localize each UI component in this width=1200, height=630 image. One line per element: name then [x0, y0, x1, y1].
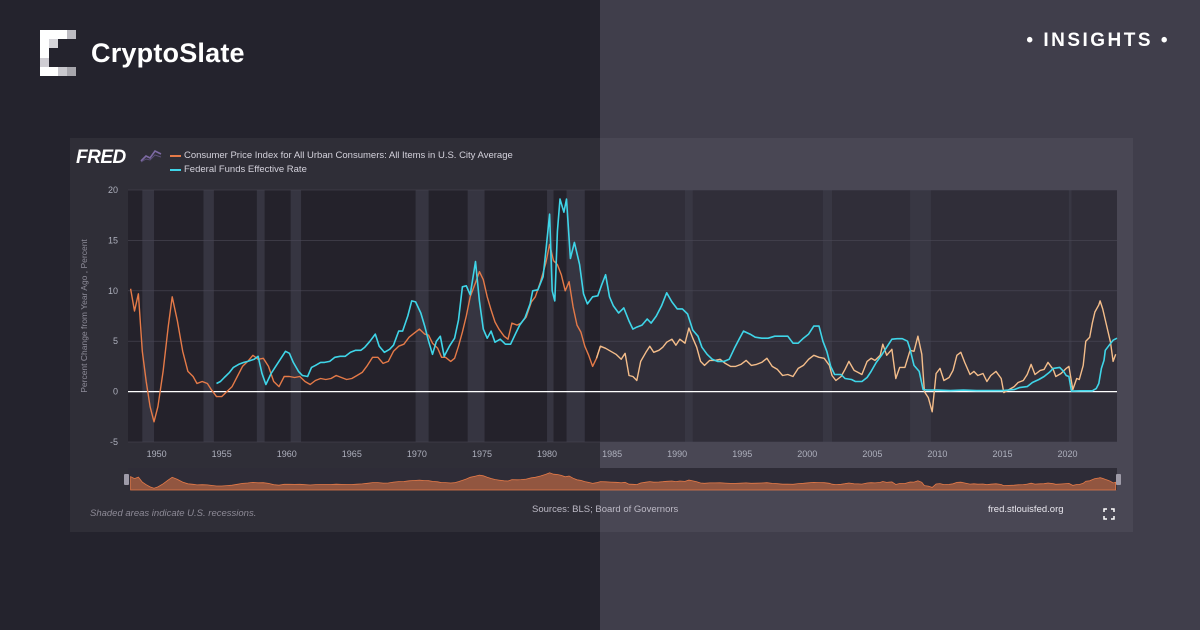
recession-band-11	[1068, 190, 1072, 442]
x-tick-label: 1960	[277, 449, 297, 459]
fullscreen-icon[interactable]	[1103, 508, 1115, 520]
recession-note: Shaded areas indicate U.S. recessions.	[90, 508, 257, 519]
y-tick-label: 15	[108, 235, 118, 245]
recession-band-10	[910, 190, 931, 442]
legend-item-fedfunds[interactable]: Federal Funds Effective Rate	[170, 163, 513, 177]
fred-chart: -5 0 5 10 15 20 1950 1955 1960 1965 1970 1975 1980 19…	[79, 185, 1121, 491]
navigator-area-cpi	[130, 472, 1117, 491]
chart-legend: Consumer Price Index for All Urban Consu…	[170, 149, 513, 177]
recession-band-5	[467, 190, 485, 442]
cryptoslate-logo-icon	[40, 30, 76, 76]
recession-band-0	[142, 190, 155, 442]
insights-label: INSIGHTS	[1043, 30, 1154, 51]
legend-label-cpi: Consumer Price Index for All Urban Consu…	[184, 150, 513, 161]
recession-band-2	[256, 190, 265, 442]
series-line-fedfunds	[216, 198, 1118, 392]
fred-url-link[interactable]: fred.stlouisfed.org	[988, 504, 1064, 515]
series-line-cpi-recent	[595, 300, 1117, 413]
legend-item-cpi[interactable]: Consumer Price Index for All Urban Consu…	[170, 149, 513, 163]
x-tick-label: 2005	[862, 449, 882, 459]
brand-name: CryptoSlate	[91, 37, 245, 68]
x-tick-label: 1955	[212, 449, 232, 459]
recession-band-1	[203, 190, 214, 442]
recession-band-3	[290, 190, 302, 442]
insights-bullet-left: •	[1026, 30, 1036, 51]
insights-badge: • INSIGHTS •	[1026, 30, 1170, 52]
fred-sparkline-icon	[140, 149, 162, 163]
y-tick-label: -5	[110, 437, 118, 447]
x-tick-label: 1970	[407, 449, 427, 459]
x-tick-label: 1990	[667, 449, 687, 459]
y-axis-label: Percent Change from Year Ago , Percent	[79, 239, 89, 393]
insights-bullet-right: •	[1160, 30, 1170, 51]
x-tick-label: 1980	[537, 449, 557, 459]
x-tick-label: 2010	[927, 449, 947, 459]
recession-band-6	[547, 190, 554, 442]
legend-swatch-fedfunds	[170, 169, 181, 171]
legend-swatch-cpi	[170, 155, 181, 157]
y-tick-label: 0	[113, 387, 118, 397]
fred-logo: FRED	[76, 147, 126, 168]
y-tick-label: 20	[108, 185, 118, 195]
navigator-handle-right	[1116, 474, 1121, 485]
y-tick-label: 10	[108, 286, 118, 296]
series-line-cpi	[129, 243, 602, 423]
x-tick-label: 2000	[797, 449, 817, 459]
x-tick-label: 1950	[147, 449, 167, 459]
x-tick-label: 1995	[732, 449, 752, 459]
x-tick-label: 1975	[472, 449, 492, 459]
y-tick-label: 5	[113, 336, 118, 346]
x-tick-label: 2020	[1058, 449, 1078, 459]
fred-chart-panel: -5 0 5 10 15 20 1950 1955 1960 1965 1970 1975 1980 19…	[70, 138, 1133, 532]
legend-label-fedfunds: Federal Funds Effective Rate	[184, 164, 307, 175]
plot-area	[128, 190, 1117, 442]
x-tick-label: 1965	[342, 449, 362, 459]
brand[interactable]: CryptoSlate	[40, 30, 245, 76]
x-tick-label: 2015	[992, 449, 1012, 459]
recession-band-9	[822, 190, 833, 442]
sources-text: Sources: BLS; Board of Governors	[532, 504, 679, 515]
navigator-handle-left	[124, 474, 129, 485]
x-tick-label: 1985	[602, 449, 622, 459]
